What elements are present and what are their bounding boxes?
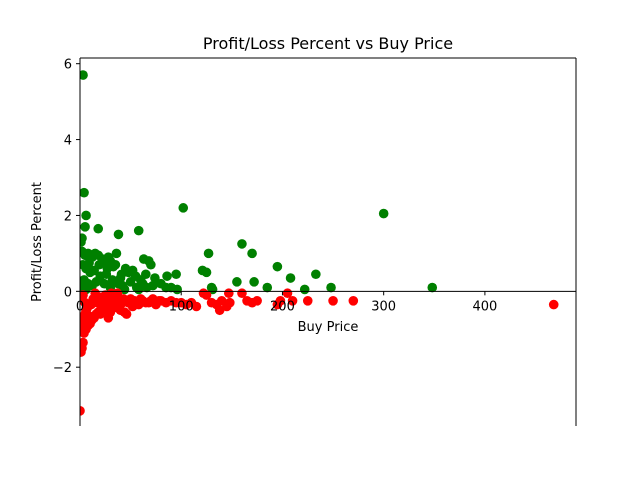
- data-point-loss: [287, 296, 298, 306]
- y-tick-label: 0: [64, 285, 72, 300]
- data-point-profit: [249, 277, 259, 287]
- data-point-loss: [80, 313, 89, 323]
- x-axis-label: Buy Price: [298, 320, 359, 335]
- data-point-profit: [133, 225, 144, 236]
- plot-area: [80, 70, 559, 416]
- data-point-loss: [275, 296, 286, 306]
- data-point-loss: [302, 296, 313, 306]
- data-point-profit: [299, 284, 310, 295]
- x-tick-label: 400: [472, 299, 497, 314]
- data-point-profit: [133, 284, 144, 295]
- x-tick-label: 200: [270, 299, 295, 314]
- y-tick-label: 4: [64, 134, 72, 149]
- data-point-profit: [94, 259, 105, 270]
- data-point-profit: [91, 277, 101, 287]
- data-point-loss: [80, 320, 87, 331]
- data-point-profit: [111, 248, 122, 259]
- data-point-profit: [125, 277, 136, 287]
- data-point-profit: [207, 284, 218, 295]
- data-point-loss: [81, 305, 91, 316]
- data-point-profit: [247, 248, 257, 259]
- data-point-profit: [146, 259, 156, 270]
- data-point-loss: [548, 299, 559, 310]
- data-point-profit: [178, 203, 189, 213]
- data-point-profit: [427, 282, 438, 293]
- data-point-loss: [135, 294, 146, 304]
- chart-title: Profit/Loss Percent vs Buy Price: [203, 34, 453, 53]
- data-point-profit: [237, 239, 247, 249]
- data-point-profit: [81, 210, 91, 221]
- data-point-profit: [172, 284, 182, 295]
- data-point-profit: [378, 208, 389, 219]
- data-point-profit: [80, 222, 90, 232]
- data-point-profit: [262, 282, 273, 293]
- y-tick-label: 2: [64, 209, 72, 224]
- data-point-profit: [141, 269, 151, 280]
- y-axis-label: Profit/Loss Percent: [30, 182, 45, 302]
- data-point-profit: [201, 267, 212, 278]
- data-point-profit: [161, 282, 171, 293]
- data-point-profit: [203, 248, 214, 259]
- data-point-loss: [328, 296, 338, 306]
- data-point-profit: [116, 269, 127, 280]
- data-point-loss: [121, 309, 132, 319]
- axes: 0 100 200 300 400 −2 0 2 4 6: [53, 57, 577, 426]
- y-tick-label: −2: [53, 361, 72, 376]
- data-point-loss: [214, 305, 225, 316]
- data-point-profit: [108, 261, 119, 272]
- data-point-loss: [191, 301, 202, 312]
- data-point-profit: [150, 273, 160, 283]
- data-point-loss: [348, 296, 359, 306]
- x-tick-label: 100: [169, 299, 194, 314]
- x-tick-label: 0: [76, 299, 84, 314]
- data-point-profit: [142, 282, 152, 293]
- data-point-profit: [80, 70, 88, 80]
- data-point-profit: [80, 187, 89, 198]
- data-point-profit: [232, 277, 242, 287]
- data-point-profit: [326, 282, 336, 293]
- data-point-loss: [80, 290, 88, 300]
- data-point-profit: [113, 229, 124, 240]
- data-point-profit: [311, 269, 321, 280]
- data-point-profit: [80, 237, 86, 247]
- data-point-loss: [80, 337, 88, 348]
- y-tick-label: 6: [64, 58, 72, 73]
- data-point-loss: [225, 297, 235, 308]
- data-point-profit: [285, 273, 296, 283]
- data-point-profit: [84, 258, 94, 268]
- data-point-profit: [171, 269, 181, 280]
- data-point-profit: [93, 223, 104, 234]
- x-tick-label: 300: [371, 299, 396, 314]
- data-point-profit: [162, 271, 172, 281]
- data-point-loss: [80, 406, 85, 416]
- data-point-profit: [119, 284, 130, 295]
- data-point-loss: [224, 288, 234, 299]
- data-point-profit: [272, 261, 283, 272]
- data-point-loss: [252, 296, 262, 306]
- data-point-loss: [201, 290, 212, 300]
- data-point-loss: [154, 296, 164, 306]
